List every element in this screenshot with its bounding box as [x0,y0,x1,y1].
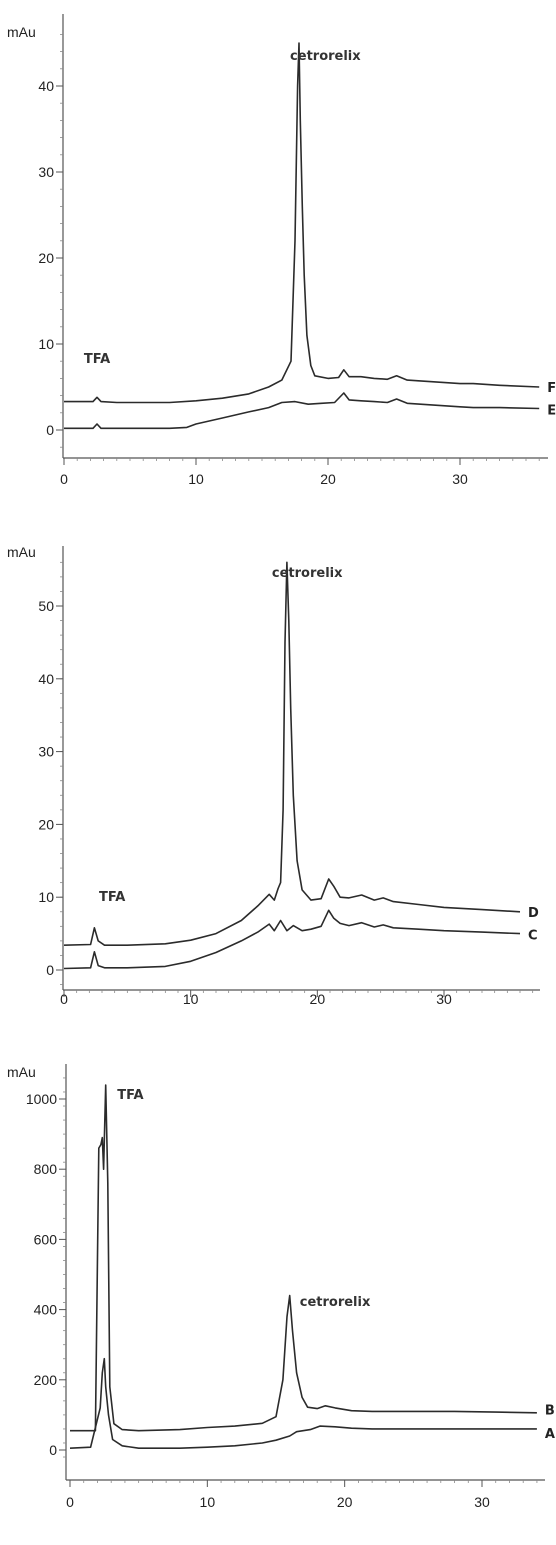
series-trace-e [64,392,540,430]
y-tick-label: 10 [38,336,54,352]
x-tick-label: 30 [436,991,452,1007]
y-tick-label: 600 [34,1231,58,1247]
y-unit-label: mAu [7,544,36,560]
peak-annotation-cetrorelix: cetrorelix [272,566,343,581]
y-tick-label: 30 [38,744,54,760]
series-trace-c [63,909,521,970]
peak-annotation-tfa: TFA [117,1088,143,1103]
y-tick-label: 10 [38,889,54,905]
series-trace-f [64,42,540,404]
x-tick-label: 10 [200,1494,216,1510]
chart-panel-bottom: 0 200 400 600 800 1000 0 10 20 30 mAu B A TFA cetrorel… [0,1040,556,1545]
peak-annotation-cetrorelix: cetrorelix [300,1295,371,1310]
x-tick-label: 0 [66,1494,74,1510]
y-tick-label: 400 [34,1302,58,1318]
peak-annotation-tfa: TFA [84,352,110,367]
trace-label-f: F [547,381,556,396]
peak-annotation-tfa: TFA [99,890,125,905]
chromatogram-bottom: 0 200 400 600 800 1000 0 10 20 30 mAu BA TFA cetrorel… [7,1064,555,1510]
y-tick-label: 200 [34,1372,58,1388]
y-tick-label: 50 [38,598,54,614]
x-tick-label: 0 [60,991,68,1007]
series-trace-d [63,561,521,947]
y-tick-label: 20 [38,816,54,832]
y-tick-label: 20 [38,250,54,266]
y-tick-label: 800 [34,1161,58,1177]
series-trace-a [69,1357,537,1450]
trace-label-b: B [545,1404,555,1419]
series-trace-b [70,1084,537,1432]
y-unit-label: mAu [7,24,36,40]
y-tick-label: 0 [46,422,54,438]
x-tick-label: 30 [452,471,468,487]
peak-annotation-cetrorelix: cetrorelix [290,49,361,64]
trace-label-c: C [528,928,538,943]
y-unit-label: mAu [7,1064,36,1080]
x-tick-label: 0 [60,471,68,487]
trace-label-e: E [547,403,556,418]
y-tick-label: 0 [46,962,54,978]
y-tick-label: 40 [38,671,54,687]
x-tick-label: 20 [310,991,326,1007]
x-tick-label: 30 [474,1494,490,1510]
y-tick-label: 1000 [26,1091,57,1107]
trace-label-d: D [528,906,539,921]
y-tick-label: 40 [38,78,54,94]
y-tick-label: 0 [49,1442,57,1458]
y-tick-label: 30 [38,164,54,180]
x-tick-label: 10 [183,991,199,1007]
x-tick-label: 20 [320,471,336,487]
trace-label-a: A [545,1427,555,1442]
x-tick-label: 20 [337,1494,353,1510]
x-tick-label: 10 [188,471,204,487]
